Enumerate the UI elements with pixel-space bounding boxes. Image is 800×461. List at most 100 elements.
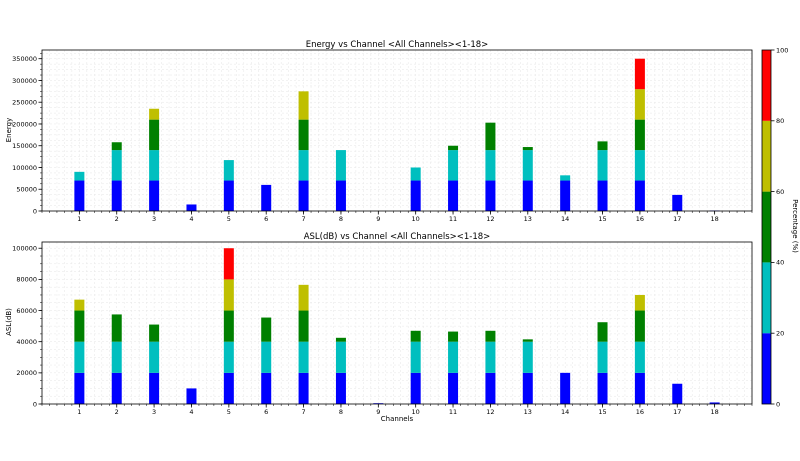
percentage-colorbar: Percentage (%) 0 20 40 60 80 100	[761, 46, 799, 408]
asl-chart: ASL(dB) vs Channel <All Channels><1-18> …	[5, 232, 753, 423]
asl-bar-ch7-seg4	[298, 284, 309, 311]
colorbar-label: Percentage (%)	[791, 199, 799, 253]
energy-bar-ch15-seg3	[597, 141, 608, 151]
asl-bar-ch17-seg1	[672, 383, 683, 404]
asl-bar-ch5-seg2	[223, 341, 234, 373]
energy-bar-ch3-seg1	[149, 180, 160, 211]
asl-x-tick-label: 6	[264, 408, 268, 416]
asl-bar-ch10-seg1	[410, 372, 421, 404]
energy-x-tick-label: 15	[598, 215, 606, 223]
energy-bar-ch6-seg1	[261, 184, 272, 211]
asl-y-tick-label: 40000	[16, 338, 37, 346]
energy-bar-ch7-seg2	[298, 150, 309, 181]
energy-y-axis-label: Energy	[5, 118, 13, 143]
energy-y-tick-label: 350000	[12, 55, 37, 63]
energy-x-tick-label: 11	[449, 215, 457, 223]
energy-bar-ch2-seg1	[111, 180, 122, 211]
asl-x-tick-label: 7	[302, 408, 306, 416]
energy-y-tick-label: 50000	[16, 186, 37, 194]
energy-bar-ch10-seg1	[410, 180, 421, 211]
asl-x-tick-label: 13	[524, 408, 532, 416]
asl-bar-ch6-seg1	[261, 372, 272, 404]
energy-y-tick-label: 250000	[12, 99, 37, 107]
energy-x-tick-label: 17	[673, 215, 681, 223]
energy-bar-ch8-seg2	[335, 150, 346, 181]
energy-bar-ch13-seg3	[522, 147, 533, 151]
energy-bar-ch16-seg5	[634, 58, 645, 90]
asl-y-tick-label: 100000	[12, 245, 37, 253]
energy-bar-ch5-seg2	[223, 160, 234, 181]
asl-bar-ch3-seg2	[149, 341, 160, 373]
asl-bar-ch13-seg2	[522, 341, 533, 373]
asl-bar-ch8-seg3	[335, 337, 346, 342]
asl-bar-ch5-seg1	[223, 372, 234, 404]
asl-bar-ch7-seg1	[298, 372, 309, 404]
colorbar-segment-3	[762, 191, 771, 263]
asl-bar-ch7-seg3	[298, 310, 309, 342]
asl-x-tick-label: 15	[598, 408, 606, 416]
energy-bar-ch16-seg1	[634, 180, 645, 211]
energy-x-tick-label: 13	[524, 215, 532, 223]
colorbar-tick-label: 20	[776, 330, 784, 338]
asl-y-tick-label: 60000	[16, 307, 37, 315]
asl-x-tick-label: 3	[152, 408, 156, 416]
asl-bar-ch7-seg2	[298, 341, 309, 373]
asl-x-tick-label: 18	[710, 408, 718, 416]
energy-x-tick-label: 4	[189, 215, 193, 223]
energy-x-tick-label: 12	[486, 215, 494, 223]
colorbar-frame	[761, 49, 772, 405]
asl-bar-ch16-seg3	[634, 310, 645, 342]
asl-bar-ch16-seg2	[634, 341, 645, 373]
asl-bar-ch16-seg1	[634, 372, 645, 404]
asl-y-axis-label: ASL(dB)	[5, 308, 13, 336]
colorbar-tick-label: 100	[776, 46, 788, 54]
colorbar-tick-label: 40	[776, 259, 784, 267]
energy-bar-ch14-seg1	[560, 180, 571, 211]
asl-bar-ch15-seg1	[597, 372, 608, 404]
colorbar-tick-label: 80	[776, 117, 784, 125]
asl-bar-ch12-seg1	[485, 372, 496, 404]
asl-chart-title: ASL(dB) vs Channel <All Channels><1-18>	[304, 232, 491, 242]
asl-bar-ch13-seg1	[522, 372, 533, 404]
asl-x-tick-label: 1	[77, 408, 81, 416]
energy-bar-ch7-seg4	[298, 91, 309, 120]
energy-bar-ch17-seg1	[672, 194, 683, 211]
energy-bar-ch3-seg3	[149, 119, 160, 151]
asl-bar-ch3-seg3	[149, 324, 160, 342]
colorbar-segment-2	[762, 262, 771, 334]
energy-bar-ch13-seg1	[522, 180, 533, 211]
energy-bar-ch16-seg4	[634, 89, 645, 120]
energy-bar-ch12-seg3	[485, 122, 496, 151]
energy-bar-ch2-seg2	[111, 150, 122, 181]
asl-bar-ch3-seg1	[149, 372, 160, 404]
asl-x-axis-label: Channels	[381, 415, 414, 423]
asl-bar-ch2-seg3	[111, 314, 122, 342]
energy-bar-ch8-seg1	[335, 180, 346, 211]
asl-bar-ch11-seg1	[448, 372, 459, 404]
asl-x-tick-label: 10	[412, 408, 420, 416]
asl-x-tick-label: 8	[339, 408, 343, 416]
energy-y-tick-label: 100000	[12, 164, 37, 172]
energy-x-ticks: 1 2 3 4 5 6 7 8 9 10 11 12 13 14 15 16 17 18	[41, 211, 753, 223]
energy-grid	[41, 50, 753, 212]
asl-x-tick-label: 11	[449, 408, 457, 416]
colorbar-tick-label: 60	[776, 188, 784, 196]
asl-y-tick-label: 0	[33, 400, 37, 408]
asl-x-tick-label: 5	[227, 408, 231, 416]
asl-bar-ch5-seg4	[223, 279, 234, 311]
energy-x-tick-label: 18	[710, 215, 718, 223]
energy-bar-ch2-seg3	[111, 142, 122, 151]
energy-axes-frame	[41, 49, 753, 212]
energy-bar-ch7-seg1	[298, 180, 309, 211]
energy-bar-ch12-seg2	[485, 150, 496, 181]
asl-bar-ch1-seg4	[74, 299, 85, 311]
energy-bar-ch1-seg2	[74, 171, 85, 181]
energy-chart: Energy vs Channel <All Channels><1-18> E…	[5, 40, 753, 223]
energy-bar-ch12-seg1	[485, 180, 496, 211]
asl-bar-ch5-seg3	[223, 310, 234, 342]
asl-bar-ch6-seg2	[261, 341, 272, 373]
asl-bar-ch11-seg2	[448, 341, 459, 373]
energy-bar-ch3-seg4	[149, 108, 160, 120]
asl-bar-ch16-seg4	[634, 294, 645, 311]
